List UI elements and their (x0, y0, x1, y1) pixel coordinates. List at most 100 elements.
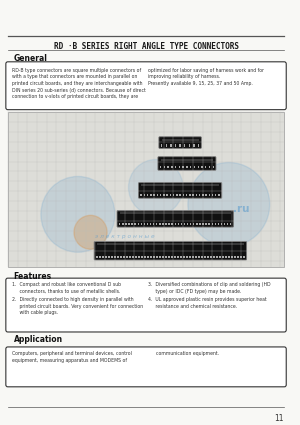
Bar (189, 194, 190, 196)
Bar (192, 256, 194, 258)
FancyBboxPatch shape (159, 137, 201, 148)
Bar (234, 256, 236, 258)
Bar (224, 223, 225, 225)
Bar (99, 256, 101, 258)
Bar (150, 194, 152, 196)
Bar (190, 223, 191, 225)
Text: Computers, peripheral and terminal devices, control
equipment, measuring apparat: Computers, peripheral and terminal devic… (12, 351, 132, 363)
Bar (129, 256, 130, 258)
Bar (159, 256, 160, 258)
Bar (180, 256, 181, 258)
Bar (135, 256, 136, 258)
Bar (120, 212, 231, 214)
Bar (212, 223, 213, 225)
Text: RD-B type connectors are square multiple connectors of
with a type that connecto: RD-B type connectors are square multiple… (12, 68, 146, 99)
Bar (171, 166, 172, 168)
Bar (164, 166, 165, 168)
Bar (179, 166, 180, 168)
Bar (120, 256, 122, 258)
Bar (138, 223, 139, 225)
Bar (207, 256, 208, 258)
Bar (108, 256, 110, 258)
FancyBboxPatch shape (117, 210, 233, 227)
Bar (175, 223, 176, 225)
Bar (184, 144, 185, 147)
Bar (153, 223, 154, 225)
Bar (179, 194, 181, 196)
Bar (210, 256, 211, 258)
Circle shape (188, 162, 270, 246)
Bar (225, 256, 226, 258)
Bar (179, 144, 181, 147)
FancyBboxPatch shape (138, 183, 222, 198)
Bar (202, 223, 204, 225)
Bar (204, 256, 206, 258)
Bar (219, 256, 220, 258)
Bar (184, 223, 185, 225)
Bar (160, 194, 161, 196)
Bar (172, 223, 173, 225)
Bar (228, 256, 230, 258)
Bar (114, 256, 116, 258)
Bar (201, 166, 202, 168)
FancyBboxPatch shape (158, 157, 216, 170)
Bar (8, 112, 284, 267)
Bar (222, 256, 224, 258)
Bar (147, 194, 148, 196)
Bar (122, 223, 124, 225)
Bar (174, 256, 175, 258)
FancyBboxPatch shape (6, 347, 286, 387)
Bar (159, 223, 160, 225)
Bar (183, 256, 184, 258)
Bar (147, 256, 148, 258)
Bar (187, 223, 188, 225)
Bar (153, 256, 154, 258)
Circle shape (74, 215, 107, 249)
Bar (199, 194, 200, 196)
Bar (156, 223, 158, 225)
Bar (209, 166, 210, 168)
Bar (111, 256, 112, 258)
Text: .ru: .ru (233, 204, 250, 214)
Bar (202, 194, 203, 196)
Bar (190, 166, 191, 168)
Bar (162, 256, 164, 258)
Bar (205, 166, 206, 168)
Bar (105, 256, 106, 258)
Circle shape (41, 176, 115, 252)
Bar (216, 256, 217, 258)
Bar (199, 223, 201, 225)
Text: 2.  Directly connected to high density in parallel with
     printed circuit boa: 2. Directly connected to high density in… (12, 297, 143, 315)
Bar (170, 144, 172, 147)
Text: Application: Application (14, 335, 63, 344)
Bar (189, 144, 190, 147)
Text: 11: 11 (274, 414, 283, 423)
Bar (213, 256, 214, 258)
Bar (186, 166, 188, 168)
Bar (175, 144, 176, 147)
Bar (156, 256, 158, 258)
Bar (208, 194, 210, 196)
Bar (160, 159, 213, 161)
Bar (117, 256, 119, 258)
FancyBboxPatch shape (94, 241, 247, 260)
Bar (193, 223, 194, 225)
Bar (134, 223, 136, 225)
Bar (175, 166, 176, 168)
Bar (178, 223, 179, 225)
Bar (206, 194, 207, 196)
Bar (157, 194, 158, 196)
Bar (227, 223, 228, 225)
Bar (160, 166, 161, 168)
Bar (195, 256, 196, 258)
Bar (215, 194, 217, 196)
Bar (96, 256, 98, 258)
Text: 4.  UL approved plastic resin provides superior heat
     resistance and chemica: 4. UL approved plastic resin provides su… (148, 297, 267, 309)
Bar (144, 256, 145, 258)
Bar (166, 144, 167, 147)
Text: RD ·B SERIES RIGHT ANGLE TYPE CONNECTORS: RD ·B SERIES RIGHT ANGLE TYPE CONNECTORS (53, 42, 238, 51)
Bar (218, 223, 219, 225)
Bar (119, 223, 120, 225)
Bar (230, 223, 231, 225)
Bar (162, 139, 199, 141)
